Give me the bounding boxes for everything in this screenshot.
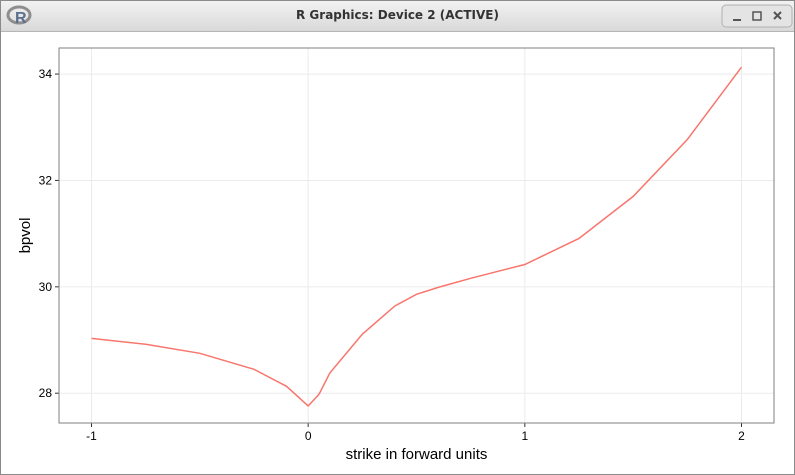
y-tick-label: 28 <box>39 386 53 400</box>
window-buttons <box>721 4 793 28</box>
title-bar: R R Graphics: Device 2 (ACTIVE) <box>1 1 794 32</box>
y-axis-label: bpvol <box>17 218 34 254</box>
y-tick-label: 30 <box>39 280 53 294</box>
line <box>91 66 743 408</box>
plot-border <box>58 47 775 424</box>
close-button[interactable] <box>773 11 782 20</box>
maximize-button[interactable] <box>752 11 762 21</box>
x-tick-label: 2 <box>738 429 745 443</box>
x-tick-label: -1 <box>86 429 97 443</box>
y-tick-label: 34 <box>39 67 53 81</box>
svg-text:R: R <box>15 10 27 27</box>
y-tick-label: 32 <box>39 173 53 187</box>
r-icon: R <box>6 5 32 27</box>
window-title: R Graphics: Device 2 (ACTIVE) <box>296 8 499 22</box>
x-axis-label: strike in forward units <box>346 446 488 463</box>
plot-panel <box>59 48 774 423</box>
x-tick-label: 0 <box>305 429 312 443</box>
chart: 28 30 32 34 -1 0 1 2 strike in forward units bpvo… <box>17 47 775 463</box>
x-tick-label: 1 <box>521 429 528 443</box>
